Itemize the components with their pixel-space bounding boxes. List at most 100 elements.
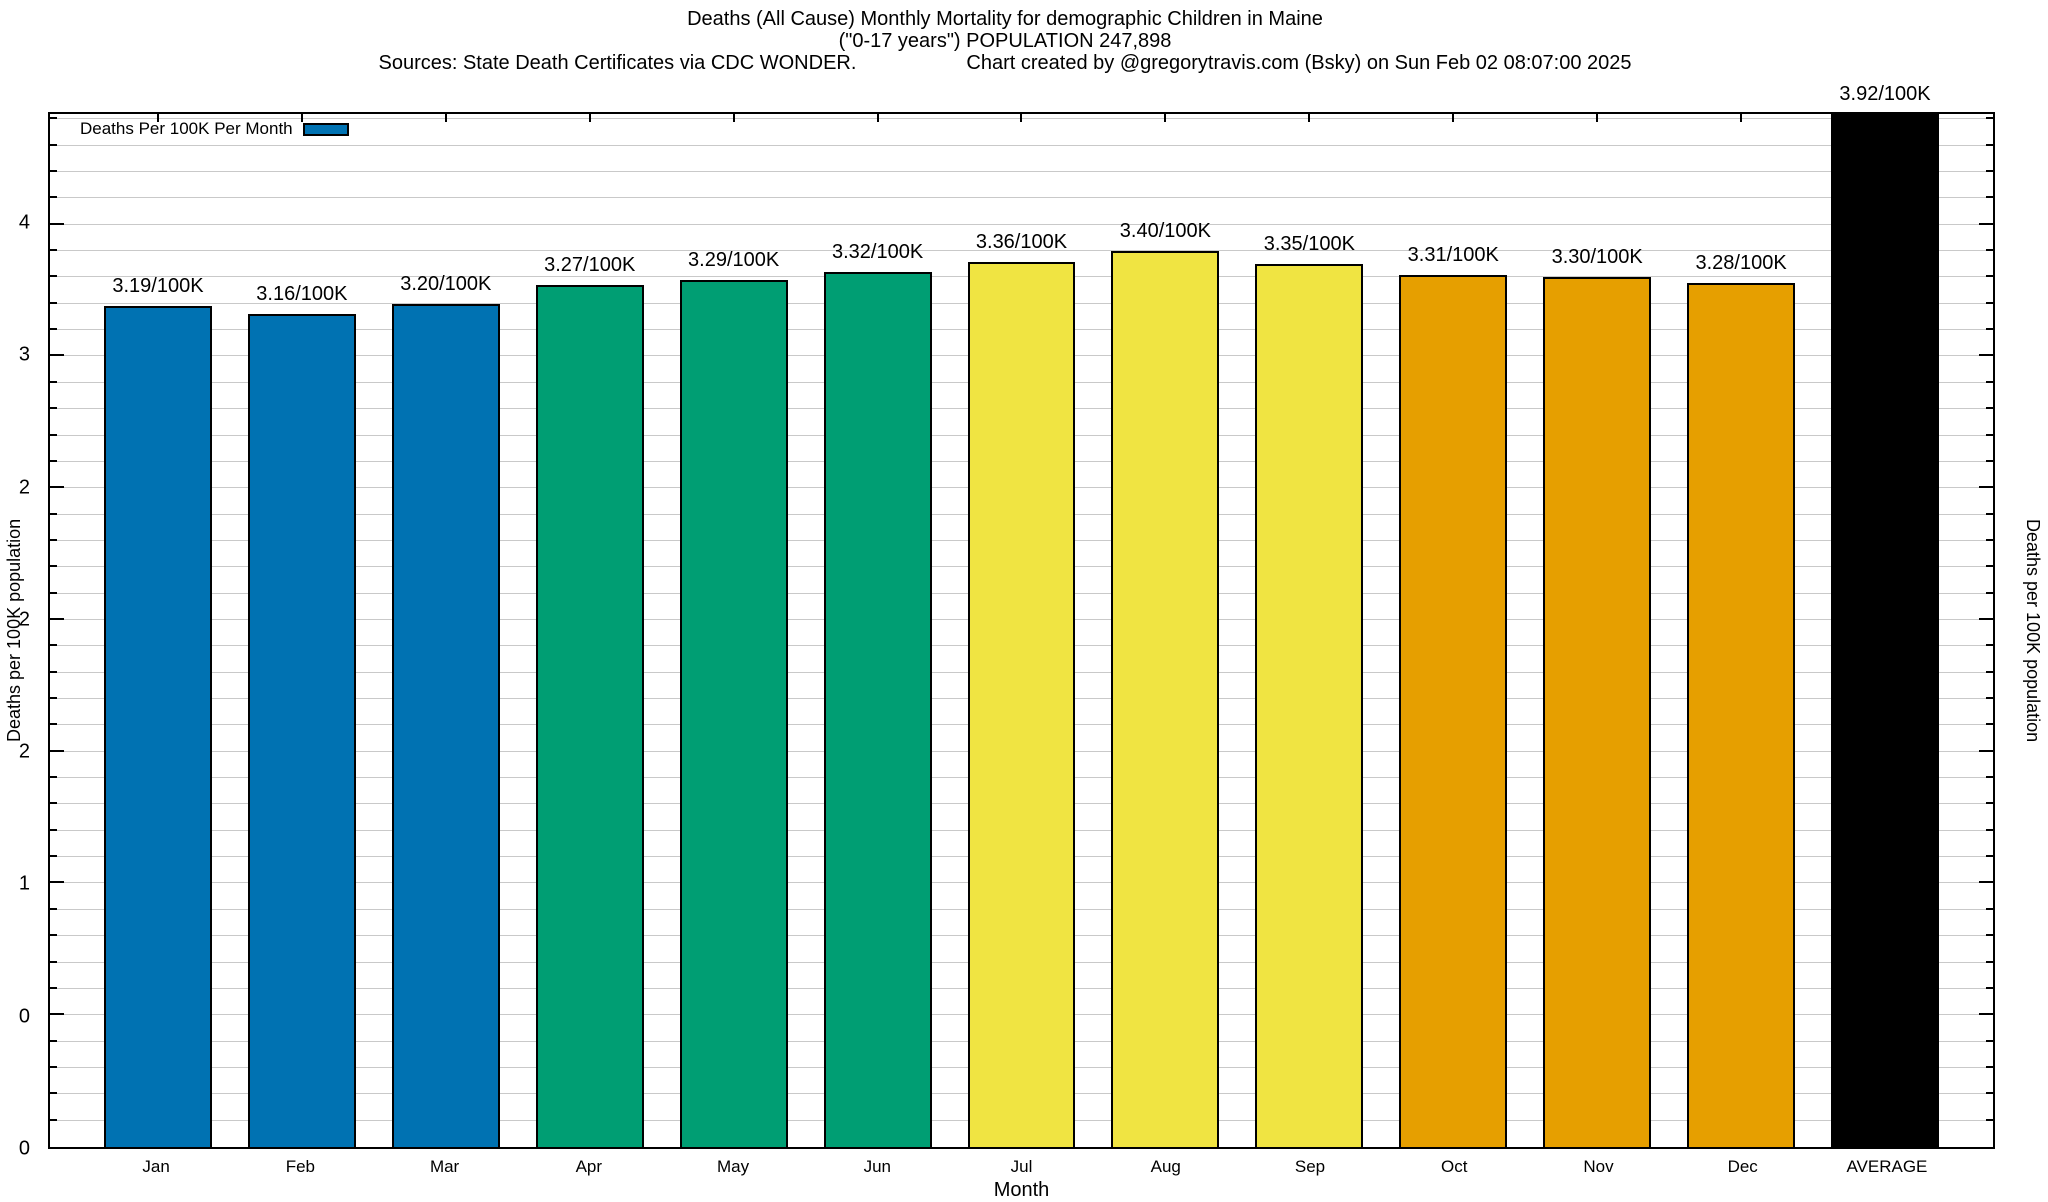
minor-tick-left — [50, 117, 57, 120]
major-tick-right — [1979, 354, 1993, 357]
yaxis-title-left: Deaths per 100K population — [4, 518, 24, 743]
major-tick-right — [1979, 486, 1993, 489]
category-top-tick — [1884, 114, 1887, 122]
major-tick-right — [1979, 881, 1993, 884]
bar-slot-aug: 3.40/100K — [1093, 114, 1237, 1147]
minor-tick-right — [1986, 249, 1993, 252]
minor-tick-right — [1986, 169, 1993, 172]
minor-tick-left — [50, 644, 57, 647]
gridline — [50, 144, 1993, 146]
credit-note: Chart created by @gregorytravis.com (Bsk… — [966, 52, 1632, 74]
category-top-tick — [1164, 114, 1167, 122]
bar-value-label: 3.30/100K — [1551, 246, 1643, 269]
minor-tick-left — [50, 407, 57, 410]
bar-slot-feb: 3.16/100K — [230, 114, 374, 1147]
ytick-label: 2 — [18, 608, 30, 631]
minor-tick-left — [50, 934, 57, 937]
bar-value-label: 3.19/100K — [112, 275, 204, 298]
bar-slot-may: 3.29/100K — [662, 114, 806, 1147]
bar-slot-average: 3.92/100K — [1813, 83, 1957, 1147]
minor-tick-right — [1986, 723, 1993, 726]
bar-nov — [1543, 277, 1652, 1147]
major-tick-left — [50, 1013, 64, 1016]
yaxis-ticks-layer — [50, 114, 1993, 1147]
minor-tick-right — [1986, 1065, 1993, 1068]
bar-slot-jul: 3.36/100K — [950, 114, 1094, 1147]
bar-value-label: 3.36/100K — [975, 230, 1068, 253]
minor-tick-right — [1986, 459, 1993, 462]
title-block: Deaths (All Cause) Monthly Mortality for… — [0, 8, 2010, 74]
bar-slot-oct: 3.31/100K — [1381, 114, 1525, 1147]
minor-tick-right — [1986, 117, 1993, 120]
sources-note: Sources: State Death Certificates via CD… — [378, 52, 857, 74]
minor-tick-right — [1986, 1118, 1993, 1121]
major-tick-right — [1979, 222, 1993, 225]
category-top-tick — [1452, 114, 1455, 122]
xtick-label-aug: Aug — [1150, 1157, 1181, 1176]
category-top-tick — [156, 114, 159, 122]
minor-tick-right — [1986, 433, 1993, 436]
bar-feb — [247, 314, 356, 1147]
bar-oct — [1399, 274, 1508, 1147]
ytick-label: 3 — [18, 343, 30, 366]
xtick-label-mar: Mar — [429, 1157, 460, 1176]
minor-tick-right — [1986, 512, 1993, 515]
bar-slot-jan: 3.19/100K — [86, 114, 230, 1147]
ytick-label: 0 — [18, 1005, 30, 1028]
minor-tick-left — [50, 249, 57, 252]
xtick-label-average: AVERAGE — [1846, 1157, 1928, 1176]
bar-slot-jun: 3.32/100K — [806, 114, 950, 1147]
minor-tick-right — [1986, 591, 1993, 594]
minor-tick-left — [50, 1065, 57, 1068]
minor-tick-right — [1986, 776, 1993, 779]
minor-tick-left — [50, 670, 57, 673]
bar-value-label: 3.16/100K — [256, 283, 348, 306]
minor-tick-right — [1986, 301, 1993, 304]
xaxis-tick-labels: Jan Feb Mar Apr May Jun Jul Aug Sep Oct Nov Dec AVER… — [48, 1157, 1995, 1177]
minor-tick-left — [50, 538, 57, 541]
minor-tick-left — [50, 301, 57, 304]
major-tick-right — [1979, 617, 1993, 620]
minor-tick-left — [50, 512, 57, 515]
category-top-tick — [1596, 114, 1599, 122]
minor-tick-left — [50, 723, 57, 726]
minor-tick-right — [1986, 828, 1993, 831]
minor-tick-left — [50, 828, 57, 831]
category-top-tick — [588, 114, 591, 122]
legend-label: Deaths Per 100K Per Month — [80, 119, 293, 138]
bar-value-label: 3.31/100K — [1407, 243, 1499, 266]
plot-area: 3.19/100K 3.16/100K 3.20/100K 3.27/100K 3.29… — [48, 83, 1995, 1149]
category-top-tick — [1020, 114, 1023, 122]
bar-average — [1831, 114, 1939, 1147]
bar-value-label: 3.29/100K — [688, 249, 780, 272]
bar-jan — [103, 306, 212, 1147]
ytick-label: 0 — [18, 1137, 30, 1160]
xtick-label-jun: Jun — [863, 1157, 891, 1176]
gridline — [50, 197, 1993, 199]
minor-tick-right — [1986, 697, 1993, 700]
minor-tick-right — [1986, 670, 1993, 673]
chart-title-line1: Deaths (All Cause) Monthly Mortality for… — [687, 8, 1323, 30]
minor-tick-left — [50, 565, 57, 568]
bar-value-label: 3.35/100K — [1263, 233, 1355, 256]
category-top-tick — [1308, 114, 1311, 122]
minor-tick-right — [1986, 802, 1993, 805]
minor-tick-left — [50, 169, 57, 172]
gridline — [50, 250, 1993, 252]
minor-tick-right — [1986, 538, 1993, 541]
minor-tick-right — [1986, 565, 1993, 568]
minor-tick-left — [50, 433, 57, 436]
legend: Deaths Per 100K Per Month — [80, 119, 349, 139]
bar-dec — [1687, 282, 1796, 1147]
bar-may — [679, 280, 788, 1147]
minor-tick-left — [50, 196, 57, 199]
bar-apr — [535, 285, 644, 1147]
minor-tick-right — [1986, 855, 1993, 858]
minor-tick-right — [1986, 644, 1993, 647]
minor-tick-right — [1986, 275, 1993, 278]
minor-tick-left — [50, 459, 57, 462]
bar-slot-nov: 3.30/100K — [1525, 114, 1669, 1147]
minor-tick-right — [1986, 986, 1993, 989]
xtick-label-nov: Nov — [1583, 1157, 1614, 1176]
legend-swatch — [302, 122, 349, 136]
